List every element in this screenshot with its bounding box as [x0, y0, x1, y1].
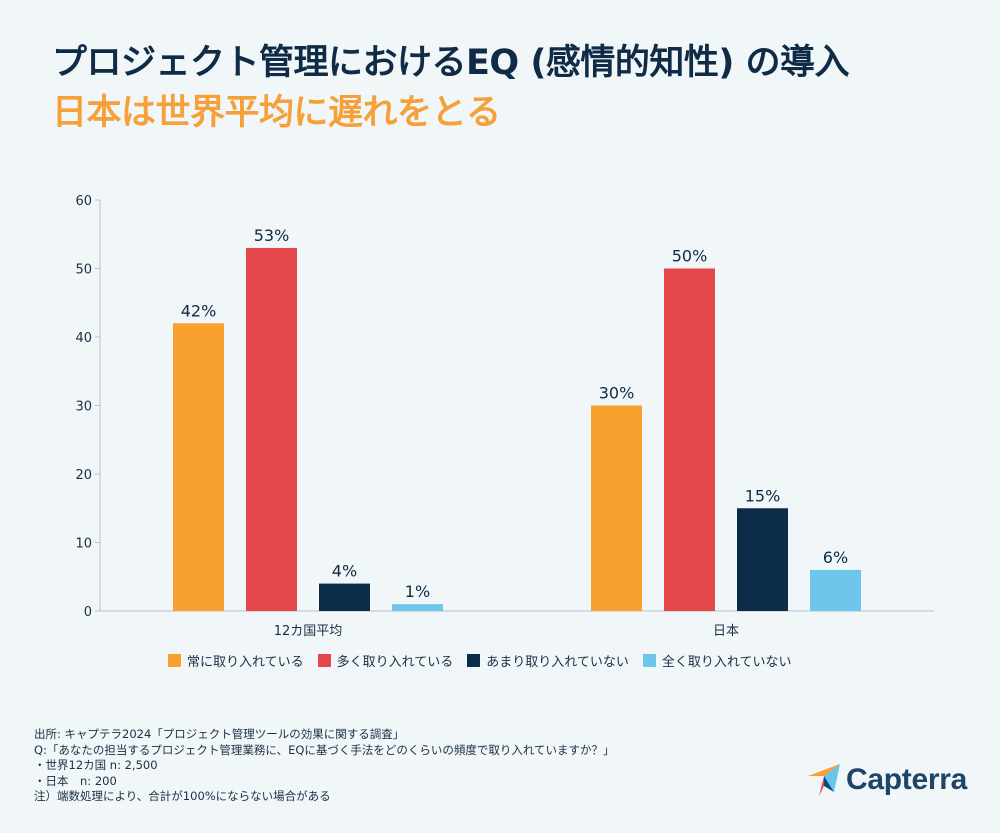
- chart-title: プロジェクト管理におけるEQ (感情的知性) の導入: [52, 43, 850, 83]
- sample-japan-line: ・日本 n: 200: [34, 773, 117, 788]
- legend-label-never: 全く取り入れていない: [661, 654, 792, 670]
- legend-swatch-never: [642, 653, 656, 667]
- y-tick-label: 60: [75, 194, 92, 209]
- legend: 常に取り入れている 多く取り入れている あまり取り入れていない 全く取り入れてい…: [168, 650, 792, 670]
- question-line: Q:「あなたの担当するプロジェクト管理業務に、EQに基づく手法をどのくらいの頻度…: [34, 742, 615, 757]
- bar: [319, 583, 370, 611]
- y-tick-label: 10: [75, 537, 92, 552]
- bar-value-label: 1%: [405, 582, 430, 601]
- legend-item-rarely: あまり取り入れていない: [467, 651, 629, 670]
- bar: [737, 508, 788, 611]
- x-category-label: 12カ国平均: [274, 624, 343, 639]
- bar: [664, 268, 715, 611]
- legend-label-rarely: あまり取り入れていない: [486, 654, 629, 670]
- bar-value-label: 15%: [745, 486, 781, 505]
- source-notes: 出所: キャプテラ2024「プロジェクト管理ツールの効果に関する調査」 Q:「あ…: [34, 727, 615, 805]
- y-tick-label: 20: [75, 468, 92, 483]
- legend-swatch-rarely: [467, 653, 481, 667]
- bar-value-label: 42%: [181, 301, 217, 320]
- legend-swatch-often: [317, 653, 331, 667]
- legend-swatch-always: [168, 653, 181, 667]
- bar-value-label: 4%: [332, 562, 357, 581]
- capterra-logo-icon: [808, 764, 840, 796]
- bar: [246, 247, 297, 611]
- bar-value-label: 30%: [599, 384, 635, 403]
- capterra-logo-text: Capterra: [846, 763, 967, 796]
- y-tick-label: 40: [75, 331, 92, 346]
- legend-item-always: 常に取り入れている: [168, 651, 304, 670]
- y-tick-label: 0: [84, 605, 92, 620]
- chart-subtitle: 日本は世界平均に遅れをとる: [52, 93, 501, 133]
- y-tick-label: 50: [75, 263, 92, 278]
- sample-global-line: ・世界12カ国 n: 2,500: [34, 758, 158, 772]
- bar-chart: 0 10 20 30 40 50 60 42% 53% 4% 1% 12カ国平均 30% 50% 15% 6%…: [75, 194, 934, 639]
- bar-value-label: 6%: [823, 548, 848, 567]
- bar: [173, 323, 224, 611]
- bar: [810, 569, 861, 611]
- capterra-logo: Capterra: [806, 760, 967, 800]
- bar: [392, 604, 443, 611]
- bar: [591, 405, 642, 611]
- legend-item-often: 多く取り入れている: [317, 651, 454, 670]
- legend-label-often: 多く取り入れている: [336, 654, 454, 670]
- legend-item-never: 全く取り入れていない: [642, 651, 792, 670]
- rounding-note-line: 注）端数処理により、合計が100%にならない場合がある: [34, 789, 331, 803]
- bar-value-label: 53%: [254, 226, 290, 245]
- x-category-label: 日本: [713, 624, 739, 639]
- source-line: 出所: キャプテラ2024「プロジェクト管理ツールの効果に関する調査」: [34, 727, 405, 741]
- bar-value-label: 50%: [672, 247, 708, 266]
- y-tick-label: 30: [75, 400, 92, 415]
- legend-label-always: 常に取り入れている: [187, 654, 304, 670]
